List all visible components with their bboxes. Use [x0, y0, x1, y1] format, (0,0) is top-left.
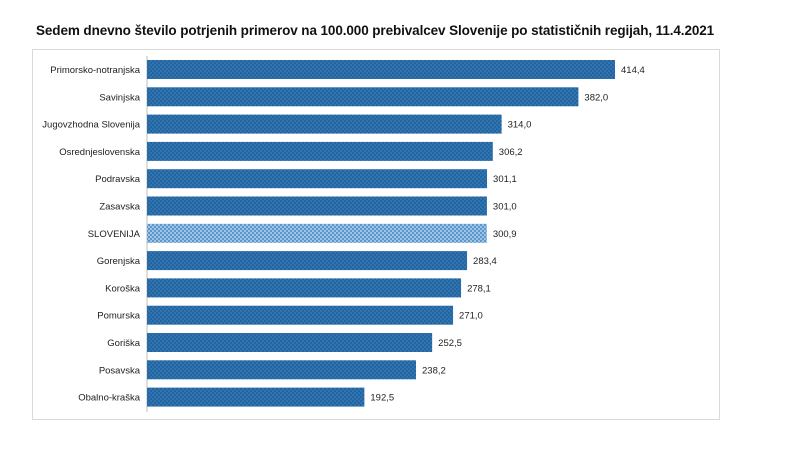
- value-label: 301,1: [493, 174, 517, 185]
- value-label: 252,5: [438, 338, 462, 349]
- bar-osrednjeslovenska: [147, 141, 493, 161]
- value-label: 306,2: [499, 147, 523, 158]
- category-label: Zasavska: [99, 202, 140, 213]
- category-label: Jugovzhodna Slovenija: [42, 120, 140, 131]
- value-label: 382,0: [584, 92, 608, 103]
- bar-obalno-kra-ka: [147, 387, 365, 407]
- category-label: Osrednjeslovenska: [59, 147, 141, 158]
- category-label: Posavska: [99, 365, 141, 376]
- value-label: 301,0: [493, 202, 517, 213]
- value-label: 192,5: [370, 393, 394, 404]
- value-label: 271,0: [459, 311, 483, 322]
- value-label: 300,9: [493, 229, 517, 240]
- chart-title: Sedem dnevno število potrjenih primerov …: [36, 23, 715, 38]
- value-label: 283,4: [473, 256, 497, 267]
- value-label: 314,0: [508, 120, 532, 131]
- category-label: Obalno-kraška: [78, 393, 140, 404]
- bar-gorenjska: [147, 251, 468, 271]
- bar-koro-ka: [147, 278, 462, 298]
- category-label: Podravska: [95, 174, 141, 185]
- category-label: SLOVENIJA: [88, 229, 141, 240]
- bar-primorsko-notranjska: [147, 60, 615, 79]
- bar-savinjska: [147, 87, 579, 107]
- value-label: 238,2: [422, 365, 446, 376]
- bar-zasavska: [147, 196, 487, 216]
- bar-gori-ka: [147, 333, 433, 352]
- category-label: Savinjska: [99, 92, 140, 103]
- bar-podravska: [147, 169, 488, 189]
- category-label: Primorsko-notranjska: [50, 65, 140, 76]
- bar-slovenija: [147, 223, 487, 243]
- value-label: 414,4: [621, 65, 645, 76]
- category-label: Koroška: [105, 283, 141, 294]
- category-label: Gorenjska: [97, 256, 141, 267]
- bar-pomurska: [147, 305, 454, 325]
- category-label: Goriška: [107, 338, 140, 349]
- bar-posavska: [147, 360, 417, 380]
- value-label: 278,1: [467, 283, 491, 294]
- bar-jugovzhodna-slovenija: [147, 114, 502, 134]
- category-label: Pomurska: [97, 311, 140, 322]
